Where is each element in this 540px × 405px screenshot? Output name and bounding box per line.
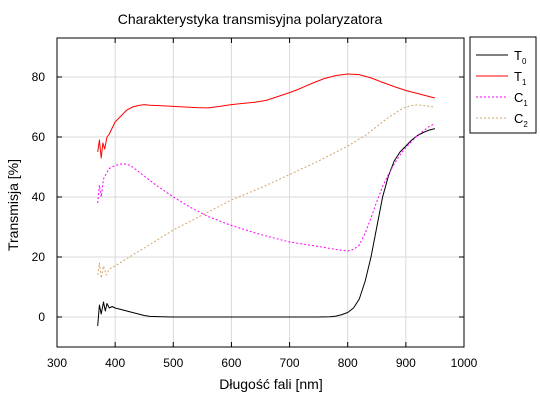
x-axis-label: Długość fali [nm] [219, 376, 322, 392]
legend-box [469, 36, 537, 134]
y-tick-label: 80 [32, 70, 46, 84]
x-tick-label: 800 [338, 356, 358, 370]
x-tick-label: 600 [221, 356, 241, 370]
legend-label-subscript: 0 [522, 57, 527, 66]
x-tick-label: 1000 [451, 356, 478, 370]
x-tick-label: 700 [280, 356, 300, 370]
x-tick-label: 900 [396, 356, 416, 370]
legend-label-main: C [514, 90, 523, 105]
plot-frame [56, 37, 465, 348]
x-tick-label: 300 [47, 356, 67, 370]
y-tick-label: 20 [32, 250, 46, 264]
legend-label-main: T [514, 69, 522, 84]
series-line-c1 [97, 123, 436, 252]
legend-label-main: C [514, 111, 523, 126]
gridlines [56, 38, 465, 347]
legend-label-c2: C2 [514, 111, 528, 129]
y-axis-label: Transmisja [%] [5, 159, 21, 251]
series-line-t0 [97, 128, 436, 327]
y-tick-label: 40 [32, 190, 46, 204]
legend-label-c1: C1 [514, 90, 528, 108]
x-tick-label: 500 [163, 356, 183, 370]
legend-label-main: T [514, 48, 522, 63]
legend-label-subscript: 1 [523, 99, 528, 108]
series-line-t1 [97, 73, 436, 159]
legend-label-subscript: 1 [522, 78, 527, 87]
series-lines [97, 73, 436, 327]
axis-ticks: 300 400 500 600 700 800 900 1000 0 20 40 60 80 [32, 38, 478, 370]
y-tick-label: 0 [38, 310, 45, 324]
legend-label-t0: T0 [514, 48, 527, 66]
legend-label-t1: T1 [514, 69, 527, 87]
x-tick-label: 400 [105, 356, 125, 370]
chart-title: Charakterystyka transmisyjna polaryzator… [118, 11, 383, 27]
y-tick-label: 60 [32, 130, 46, 144]
legend-label-subscript: 2 [523, 120, 528, 129]
